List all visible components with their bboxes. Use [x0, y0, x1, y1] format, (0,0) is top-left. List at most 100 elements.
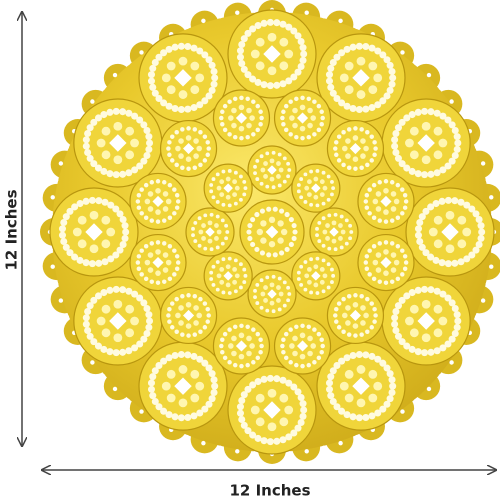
- rosette-hole: [135, 199, 141, 204]
- rosette-hole: [149, 83, 157, 91]
- rosette-hole: [131, 112, 139, 120]
- rosette-hole: [184, 43, 192, 51]
- rosette-hole: [155, 53, 163, 61]
- rosette-hole: [319, 337, 324, 342]
- rosette-petal: [276, 285, 281, 290]
- rosette-hole: [242, 280, 247, 285]
- rosette-petal: [279, 393, 289, 403]
- rosette-hole: [100, 289, 108, 297]
- rosette-hole: [146, 139, 154, 147]
- rosette-hole: [432, 200, 440, 208]
- rosette-petal: [339, 73, 349, 83]
- rosette-petal: [313, 176, 319, 182]
- rosette-hole: [325, 379, 334, 387]
- edge-hole: [252, 8, 257, 13]
- rosette-petal: [445, 244, 455, 254]
- rosette-hole: [136, 192, 142, 198]
- rosette-hole: [383, 240, 389, 245]
- rosette-hole: [255, 177, 260, 182]
- rosette-petal: [269, 176, 275, 182]
- rosette-hole: [62, 213, 70, 221]
- rosette-hole: [395, 276, 401, 282]
- rosette-hole: [277, 152, 282, 157]
- rosette-hole: [112, 107, 120, 115]
- rosette-petal: [260, 237, 267, 244]
- rosette-hole: [266, 82, 274, 90]
- rosette-hole: [315, 203, 320, 208]
- rosette-hole: [371, 215, 377, 221]
- rosette-hole: [82, 320, 90, 328]
- rosette-hole: [408, 111, 416, 119]
- rosette-petal: [201, 223, 206, 228]
- rosette-hole: [245, 96, 250, 102]
- rosette-hole: [368, 412, 376, 420]
- rosette-petal: [238, 104, 245, 111]
- rosette-hole: [167, 215, 173, 221]
- rosette-petal: [352, 301, 359, 308]
- rosette-hole: [205, 56, 213, 64]
- rosette-hole: [312, 99, 317, 104]
- rosette-petal: [339, 381, 349, 391]
- rosette-hole: [209, 189, 214, 194]
- rosette-petal: [338, 223, 343, 228]
- rosette-petal: [360, 320, 366, 326]
- rosette-hole: [239, 285, 243, 290]
- rosette-hole: [239, 262, 243, 267]
- rosette-petal: [325, 223, 330, 228]
- rosette-hole: [236, 47, 245, 55]
- rosette-hole: [254, 246, 260, 252]
- rosette-hole: [330, 280, 334, 285]
- rosette-hole: [149, 218, 155, 223]
- rosette-hole: [272, 252, 278, 258]
- rosette-hole: [364, 205, 370, 210]
- rosette-hole: [325, 71, 334, 79]
- rosette-hole: [286, 174, 291, 179]
- rosette-hole: [341, 296, 346, 302]
- rosette-hole: [232, 324, 238, 330]
- rosette-hole: [205, 152, 210, 158]
- rosette-hole: [245, 362, 250, 368]
- rosette-petal: [198, 229, 204, 235]
- edge-hole: [413, 60, 419, 66]
- rosette-petal: [175, 312, 181, 319]
- rosette-hole: [329, 367, 337, 375]
- rosette-hole: [475, 240, 483, 249]
- rosette-hole: [306, 362, 312, 368]
- rosette-hole: [321, 170, 326, 175]
- rosette-petal: [101, 328, 111, 338]
- rosette-hole: [277, 307, 282, 312]
- rosette-petal: [144, 198, 151, 205]
- rosette-hole: [273, 437, 281, 445]
- rosette-hole: [363, 199, 369, 204]
- rosette-hole: [453, 145, 461, 153]
- rosette-hole: [288, 99, 293, 104]
- rosette-hole: [286, 161, 291, 166]
- rosette-hole: [210, 67, 218, 75]
- rosette-petal: [232, 179, 238, 185]
- rosette-petal: [331, 220, 337, 226]
- rosette-petal: [147, 191, 154, 197]
- rosette-hole: [171, 104, 179, 113]
- rosette-hole: [398, 118, 406, 126]
- rosette-hole: [140, 121, 148, 129]
- rosette-hole: [198, 296, 203, 302]
- rosette-hole: [377, 241, 382, 246]
- rosette-petal: [178, 56, 188, 66]
- edge-hole: [217, 445, 223, 451]
- rosette-hole: [175, 199, 181, 204]
- rosette-hole: [439, 166, 447, 174]
- edge-hole: [480, 161, 486, 166]
- rosette-hole: [334, 152, 339, 158]
- rosette-hole: [355, 350, 363, 359]
- rosette-hole: [309, 290, 314, 295]
- rosette-hole: [202, 158, 208, 163]
- rosette-hole: [196, 409, 204, 417]
- rosette-hole: [174, 254, 180, 259]
- rosette-petal: [162, 252, 169, 258]
- rosette-hole: [209, 183, 214, 187]
- rosette-hole: [395, 182, 401, 188]
- rosette-hole: [294, 362, 299, 368]
- rosette-hole: [468, 251, 476, 259]
- rosette-petal: [155, 249, 161, 255]
- rosette-hole: [319, 122, 324, 127]
